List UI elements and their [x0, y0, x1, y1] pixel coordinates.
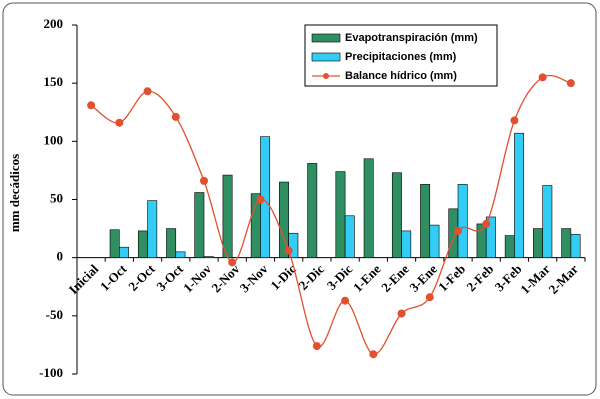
bar — [288, 232, 299, 258]
bar — [307, 163, 318, 258]
legend-label: Balance hídrico (mm) — [345, 70, 457, 82]
bar — [401, 230, 412, 258]
bar — [429, 224, 440, 258]
bar — [504, 235, 515, 258]
line-point — [482, 219, 491, 228]
bar — [457, 184, 468, 258]
line-point — [425, 293, 434, 302]
bar — [335, 171, 346, 258]
bar — [570, 234, 581, 258]
bar — [175, 251, 186, 258]
y-tick-label: 100 — [44, 132, 64, 147]
bar — [119, 246, 129, 258]
line-point — [538, 73, 547, 82]
line-point — [341, 296, 350, 305]
line-point — [87, 101, 96, 110]
bar — [344, 215, 355, 258]
bar — [194, 192, 205, 258]
bar — [485, 216, 496, 258]
y-tick-label: 200 — [44, 16, 64, 31]
line-point — [284, 246, 293, 255]
y-tick-label: -50 — [46, 307, 63, 322]
bar — [363, 158, 374, 258]
legend-swatch — [323, 73, 329, 79]
line-point — [115, 118, 124, 127]
bar — [137, 230, 148, 258]
line-point — [171, 112, 180, 121]
bar — [533, 228, 543, 258]
line-point — [369, 350, 378, 359]
bar — [109, 229, 120, 258]
line-point — [566, 79, 575, 88]
line-point — [256, 195, 265, 204]
legend-swatch — [311, 33, 341, 43]
bar — [222, 174, 233, 258]
bar — [203, 256, 214, 258]
y-axis-label: mm decádicos — [7, 154, 22, 232]
bar — [279, 181, 289, 258]
bar — [166, 228, 177, 258]
y-tick-label: 150 — [44, 74, 64, 89]
bar — [420, 184, 431, 258]
y-tick-label: 50 — [50, 190, 63, 205]
bar — [391, 172, 402, 258]
chart-frame — [2, 2, 597, 396]
bar — [250, 193, 261, 258]
line-point — [454, 226, 462, 235]
bar — [476, 223, 487, 258]
line-point — [397, 309, 406, 318]
bar — [147, 200, 158, 258]
line-point — [510, 116, 519, 125]
line-point — [200, 176, 208, 185]
line-point — [143, 87, 152, 96]
bar — [561, 228, 572, 258]
y-tick-label: -100 — [39, 365, 63, 380]
line-point — [228, 258, 237, 267]
y-tick-label: 0 — [57, 249, 64, 264]
legend-swatch — [311, 52, 341, 62]
legend-label: Evapotranspiración (mm) — [345, 32, 478, 44]
bar — [514, 132, 525, 258]
line-point — [312, 342, 321, 351]
legend-label: Precipitaciones (mm) — [345, 51, 457, 63]
bar — [542, 185, 553, 258]
